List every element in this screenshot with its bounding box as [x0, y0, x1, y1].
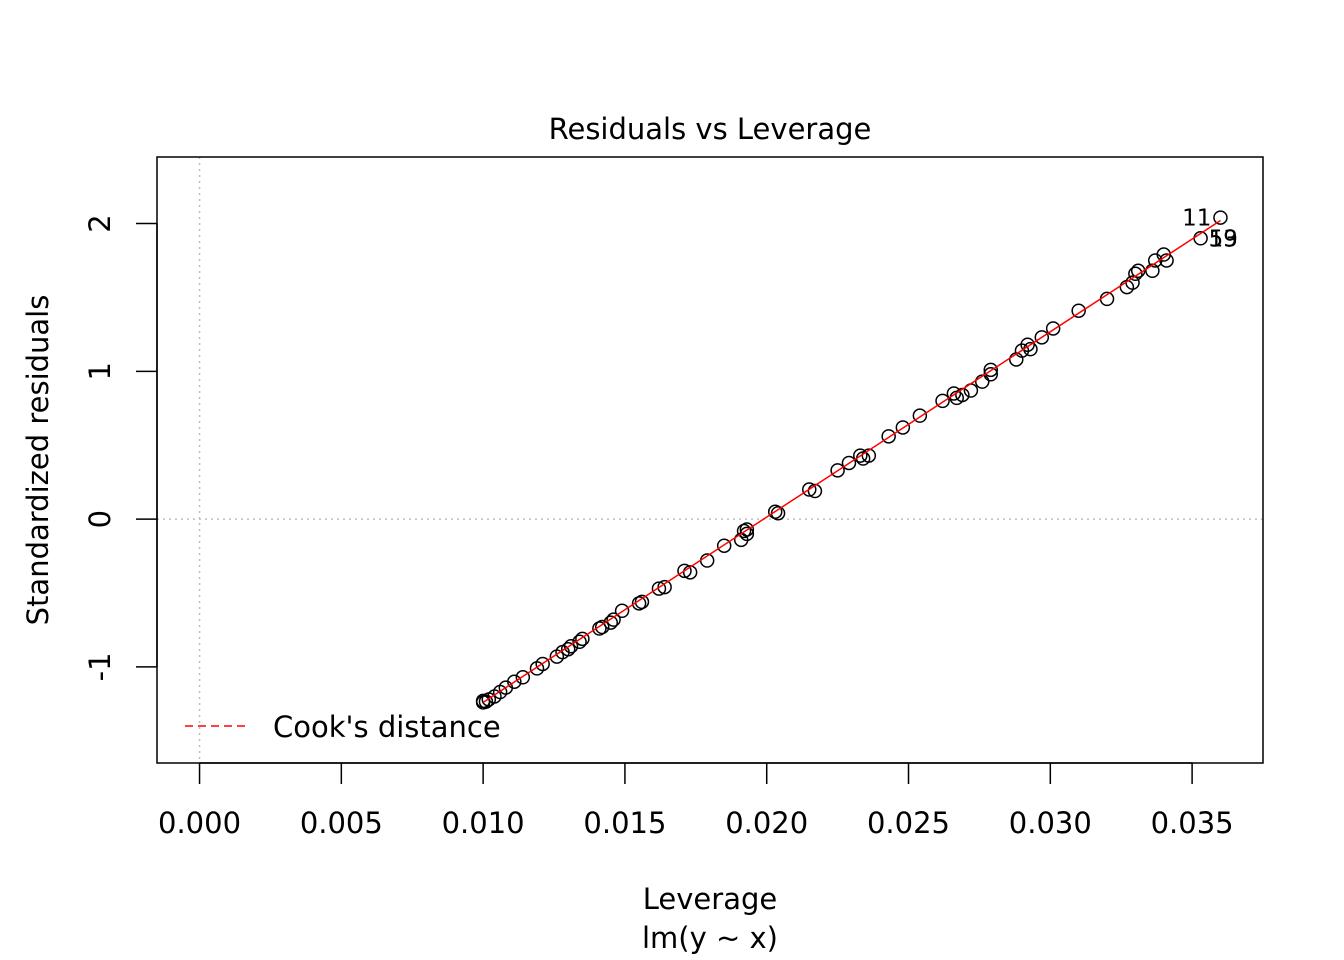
data-point	[1128, 266, 1143, 282]
point-label: 59	[1209, 226, 1238, 252]
x-axis: 0.000 0.005 0.010 0.015 0.020 0.025 0.030 0.035	[158, 762, 1234, 840]
data-point	[651, 581, 667, 596]
data-point	[507, 674, 522, 689]
data-point	[1213, 210, 1228, 225]
data-point	[575, 631, 590, 647]
data-point	[1034, 330, 1050, 345]
data-point	[614, 603, 630, 619]
x-tick-label: 0.025	[867, 806, 950, 840]
data-point	[802, 482, 817, 497]
data-point	[1071, 303, 1086, 318]
plot-frame	[156, 156, 1264, 764]
chart-title: Residuals vs Leverage	[549, 112, 872, 146]
y-tick-label: 1	[83, 362, 117, 380]
data-point	[716, 538, 732, 553]
data-point	[560, 641, 576, 657]
data-point	[946, 386, 962, 401]
data-point	[983, 362, 999, 378]
data-point	[634, 594, 650, 610]
data-point	[807, 483, 823, 499]
data-point	[572, 634, 587, 650]
y-axis-title: Standardized residuals	[21, 295, 55, 626]
legend: Cook's distance	[185, 710, 501, 744]
data-point	[912, 408, 928, 423]
data-point	[895, 420, 911, 435]
data-point	[1045, 321, 1061, 336]
data-point	[974, 374, 990, 389]
y-axis: -1 0 1 2	[83, 214, 158, 681]
data-point	[935, 393, 950, 409]
point-label: 13	[1209, 226, 1238, 252]
data-point	[830, 463, 845, 478]
smooth-fit-line	[482, 219, 1221, 704]
data-point	[881, 429, 896, 444]
y-tick-label: -1	[83, 652, 117, 681]
data-point	[682, 565, 698, 580]
y-tick-label: 2	[83, 214, 117, 232]
data-point	[563, 638, 579, 654]
x-tick-label: 0.005	[300, 806, 383, 840]
data-point	[606, 612, 621, 627]
x-tick-label: 0.035	[1151, 806, 1234, 840]
x-tick-label: 0.020	[725, 806, 808, 840]
data-point	[478, 694, 494, 709]
x-tick-label: 0.000	[158, 806, 241, 840]
x-tick-label: 0.010	[442, 806, 525, 840]
y-tick-label: 0	[83, 510, 117, 528]
data-point	[594, 619, 610, 635]
chart-subtitle: lm(y ~ x)	[642, 921, 778, 955]
legend-label: Cook's distance	[273, 710, 501, 744]
data-point	[861, 448, 877, 463]
x-tick-label: 0.030	[1009, 806, 1092, 840]
data-point	[853, 448, 868, 463]
data-point	[1020, 337, 1035, 352]
data-point	[841, 455, 857, 471]
data-point	[677, 563, 692, 579]
point-label: 11	[1182, 206, 1211, 232]
data-point	[657, 579, 672, 595]
data-point	[535, 656, 550, 672]
x-axis-title: Leverage	[643, 882, 777, 916]
x-tick-label: 0.015	[583, 806, 666, 840]
data-point	[739, 522, 755, 537]
data-point	[515, 670, 531, 685]
